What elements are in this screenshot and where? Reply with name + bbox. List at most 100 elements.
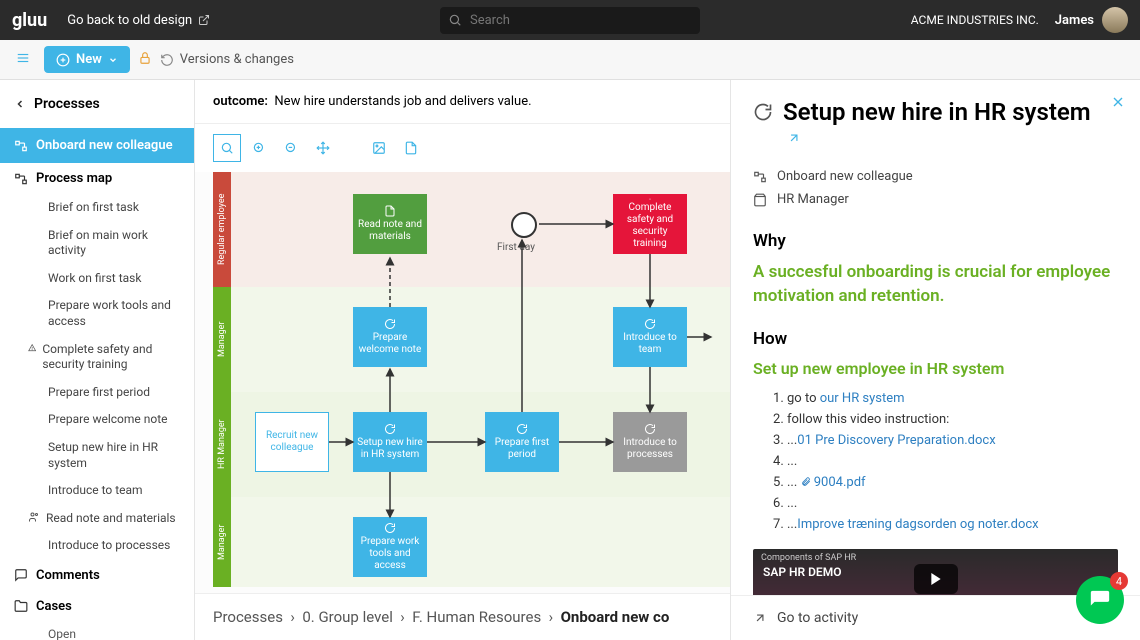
- history-icon: [160, 53, 174, 67]
- sidebar-item[interactable]: Prepare first period: [0, 379, 194, 407]
- detail-title: Setup new hire in HR system: [753, 98, 1118, 126]
- search-icon: [448, 13, 462, 27]
- sidebar: Processes Onboard new colleague Process …: [0, 80, 195, 640]
- sidebar-active[interactable]: Onboard new colleague: [0, 128, 194, 163]
- detail-panel: Setup new hire in HR system Onboard new …: [730, 80, 1140, 640]
- search-wrap: [440, 7, 700, 34]
- sidebar-item[interactable]: Introduce to processes: [0, 532, 194, 560]
- step-item: follow this video instruction:: [787, 409, 1118, 430]
- sidebar-map[interactable]: Process map: [0, 163, 194, 194]
- username: James: [1055, 13, 1094, 28]
- flowchart[interactable]: Regular employeeManagerHR ManagerManager…: [195, 172, 730, 593]
- move-tool[interactable]: [309, 134, 337, 162]
- sidebar-item[interactable]: Work on first task: [0, 265, 194, 293]
- swimlane: Manager: [213, 497, 730, 587]
- process-icon: [753, 170, 767, 184]
- flow-arrow: [384, 466, 396, 523]
- export-tool[interactable]: [397, 134, 425, 162]
- flow-node[interactable]: Complete safety and security training: [613, 194, 687, 254]
- toolbar: New Versions & changes: [0, 40, 1140, 80]
- sidebar-item[interactable]: Prepare welcome note: [0, 406, 194, 434]
- flow-node[interactable]: Prepare first period: [485, 412, 559, 472]
- how-subtitle: Set up new employee in HR system: [753, 359, 1118, 378]
- search-input[interactable]: [440, 7, 700, 34]
- sidebar-item[interactable]: Setup new hire in HR system: [0, 434, 194, 477]
- users-icon: [28, 511, 40, 523]
- sidebar-item[interactable]: Brief on first task: [0, 194, 194, 222]
- flow-arrow: [384, 363, 396, 418]
- logo: gluu: [12, 10, 47, 31]
- step-item: ...: [787, 451, 1118, 472]
- flow-arrow: [384, 252, 396, 313]
- sidebar-item[interactable]: Complete safety and security training: [0, 336, 194, 379]
- step-link[interactable]: our HR system: [820, 391, 905, 406]
- sidebar-item[interactable]: Prepare work tools and access: [0, 292, 194, 335]
- old-design-link[interactable]: Go back to old design: [67, 13, 210, 28]
- breadcrumb: Processes › 0. Group level › F. Human Re…: [195, 593, 730, 640]
- topbar: gluu Go back to old design ACME INDUSTRI…: [0, 0, 1140, 40]
- step-item: ...01 Pre Discovery Preparation.docx: [787, 430, 1118, 451]
- flow-arrow: [421, 436, 491, 448]
- play-icon: [914, 564, 958, 594]
- avatar[interactable]: [1102, 7, 1128, 33]
- lock-icon[interactable]: [138, 50, 152, 69]
- chat-bubble[interactable]: 4: [1076, 576, 1124, 624]
- step-link[interactable]: 01 Pre Discovery Preparation.docx: [797, 433, 995, 448]
- canvas-tools: [195, 124, 730, 172]
- flow-node[interactable]: Introduce to team: [613, 307, 687, 367]
- step-item: ...Improve træning dagsorden og noter.do…: [787, 514, 1118, 535]
- sidebar-back[interactable]: Processes: [0, 90, 194, 118]
- sidebar-cases[interactable]: Cases: [0, 591, 194, 622]
- role-icon: [753, 193, 767, 207]
- new-button[interactable]: New: [44, 46, 130, 73]
- cycle-icon: [753, 102, 773, 122]
- zoom-out-tool[interactable]: [277, 134, 305, 162]
- sidebar-item[interactable]: Brief on main work activity: [0, 222, 194, 265]
- external-icon: [198, 14, 210, 26]
- lane-label: Manager: [213, 287, 231, 392]
- sidebar-item[interactable]: Read note and materials: [0, 505, 194, 533]
- plus-icon: [56, 53, 70, 67]
- company-name: ACME INDUSTRIES INC.: [911, 13, 1039, 27]
- why-text: A succesful onboarding is crucial for em…: [753, 261, 1118, 309]
- lane-label: HR Manager: [213, 392, 231, 497]
- flow-arrow: [644, 248, 656, 313]
- flow-arrow: [553, 436, 619, 448]
- map-icon: [14, 172, 28, 186]
- steps-list: go to our HR systemfollow this video ins…: [753, 388, 1118, 535]
- arrow-icon: [753, 611, 767, 625]
- zoom-in-tool[interactable]: [245, 134, 273, 162]
- flow-arrow: [516, 234, 528, 418]
- flow-node[interactable]: Introduce to processes: [613, 412, 687, 472]
- step-link[interactable]: 9004.pdf: [814, 475, 866, 490]
- flow-node[interactable]: Recruit new colleague: [255, 412, 329, 472]
- flow-arrow: [644, 361, 656, 418]
- flow-node[interactable]: Prepare welcome note: [353, 307, 427, 367]
- how-heading: How: [753, 329, 1118, 349]
- external-link-icon[interactable]: [787, 130, 1118, 149]
- close-icon[interactable]: [1110, 94, 1126, 114]
- sidebar-comments[interactable]: Comments: [0, 560, 194, 591]
- chevron-left-icon: [14, 98, 26, 110]
- flow-node[interactable]: Setup new hire in HR system: [353, 412, 427, 472]
- sidebar-item[interactable]: Introduce to team: [0, 477, 194, 505]
- why-heading: Why: [753, 231, 1118, 251]
- step-item: go to our HR system: [787, 388, 1118, 409]
- warn-icon: [28, 342, 36, 354]
- step-link[interactable]: Improve træning dagsorden og noter.docx: [797, 517, 1038, 532]
- meta-role: HR Manager: [753, 188, 1118, 211]
- flow-node[interactable]: Prepare work tools and access: [353, 517, 427, 577]
- flow-arrow: [533, 218, 619, 230]
- sidebar-open[interactable]: Open: [0, 622, 194, 640]
- comment-icon: [14, 568, 28, 582]
- versions-link[interactable]: Versions & changes: [160, 52, 294, 67]
- main: Processes Onboard new colleague Process …: [0, 80, 1140, 640]
- canvas-area: outcome: New hire understands job and de…: [195, 80, 730, 640]
- folder-icon: [14, 599, 28, 613]
- lane-label: Manager: [213, 497, 231, 587]
- zoom-tool[interactable]: [213, 134, 241, 162]
- flow-node[interactable]: Read note and materials: [353, 194, 427, 254]
- meta-process: Onboard new colleague: [753, 165, 1118, 188]
- menu-icon[interactable]: [10, 46, 36, 73]
- image-tool[interactable]: [365, 134, 393, 162]
